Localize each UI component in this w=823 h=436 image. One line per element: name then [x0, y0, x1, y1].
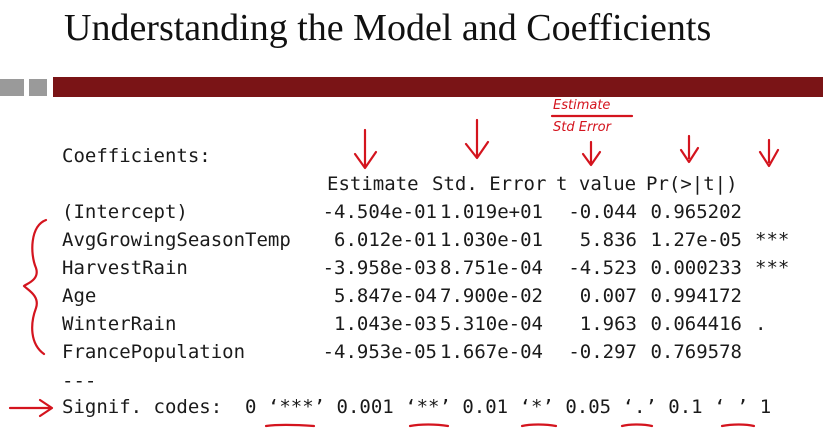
coef-cell-p-value: 0.064416	[650, 313, 742, 335]
decor-block-left	[0, 79, 24, 96]
underline-three-stars	[264, 423, 316, 428]
coef-cell-p-value: 0.769578	[650, 341, 742, 363]
coefficients-heading: Coefficients:	[62, 145, 211, 167]
coef-cell-p-value: 0.000233	[650, 257, 742, 279]
signif-codes-arrow-icon	[8, 398, 54, 418]
underline-space	[720, 423, 756, 428]
col-p-value-header: Pr(>|t|)	[646, 173, 738, 195]
coef-cell-signif: ***	[755, 229, 790, 251]
signif-codes: Signif. codes: 0 ‘***’ 0.001 ‘**’ 0.01 ‘…	[62, 396, 772, 418]
title-bar	[53, 77, 823, 97]
decor-block-right	[29, 79, 47, 96]
coef-cell-std-error: 5.310e-04	[440, 313, 543, 335]
coef-cell-estimate: -4.504e-01	[322, 201, 437, 223]
std-error-arrow-icon	[464, 118, 490, 160]
coef-cell-estimate: 5.847e-04	[334, 285, 437, 307]
coef-cell-std-error: 7.900e-02	[440, 285, 543, 307]
coef-cell-p-value: 0.965202	[650, 201, 742, 223]
coef-cell-t-value: 5.836	[579, 229, 637, 251]
rows-brace-icon	[22, 218, 48, 356]
coef-cell-std-error: 1.019e+01	[440, 201, 543, 223]
coef-cell-estimate: 6.012e-01	[334, 229, 437, 251]
coef-cell-signif: .	[755, 313, 767, 335]
slide-title: Understanding the Model and Coefficients	[64, 7, 712, 49]
coef-cell-p-value: 1.27e-05	[650, 229, 742, 251]
coef-cell-estimate: 1.043e-03	[334, 313, 437, 335]
estimate-arrow-icon	[353, 128, 378, 170]
underline-dot	[620, 423, 654, 428]
underline-one-star	[520, 423, 558, 428]
col-t-value-header: t value	[556, 173, 637, 195]
coef-row-term: (Intercept)	[62, 201, 188, 223]
coef-row-term: AvgGrowingSeasonTemp	[62, 229, 291, 251]
coef-cell-t-value: -4.523	[568, 257, 637, 279]
col-std-error-header: Std. Error	[432, 173, 547, 195]
coef-cell-std-error: 1.030e-01	[440, 229, 543, 251]
coef-cell-estimate: -4.953e-05	[322, 341, 437, 363]
coef-cell-t-value: -0.297	[568, 341, 637, 363]
ink-note-std-error: Std Error	[553, 120, 611, 135]
ink-note-estimate: Estimate	[553, 98, 611, 113]
p-value-arrow-icon	[679, 134, 700, 164]
col-estimate-header: Estimate	[327, 173, 419, 195]
coef-row-term: WinterRain	[62, 313, 177, 335]
coef-cell-estimate: -3.958e-03	[322, 257, 437, 279]
coef-cell-t-value: 1.963	[579, 313, 637, 335]
t-value-arrow-icon	[581, 140, 602, 167]
underline-two-stars	[408, 423, 450, 428]
coef-cell-t-value: -0.044	[568, 201, 637, 223]
coef-cell-t-value: 0.007	[579, 285, 637, 307]
coef-cell-signif: ***	[755, 257, 790, 279]
coef-cell-p-value: 0.994172	[650, 285, 742, 307]
signif-arrow-icon	[758, 138, 780, 168]
separator: ---	[62, 370, 97, 392]
coef-row-term: FrancePopulation	[62, 341, 246, 363]
coef-row-term: Age	[62, 285, 97, 307]
coef-cell-std-error: 1.667e-04	[440, 341, 543, 363]
coef-row-term: HarvestRain	[62, 257, 188, 279]
coef-cell-std-error: 8.751e-04	[440, 257, 543, 279]
